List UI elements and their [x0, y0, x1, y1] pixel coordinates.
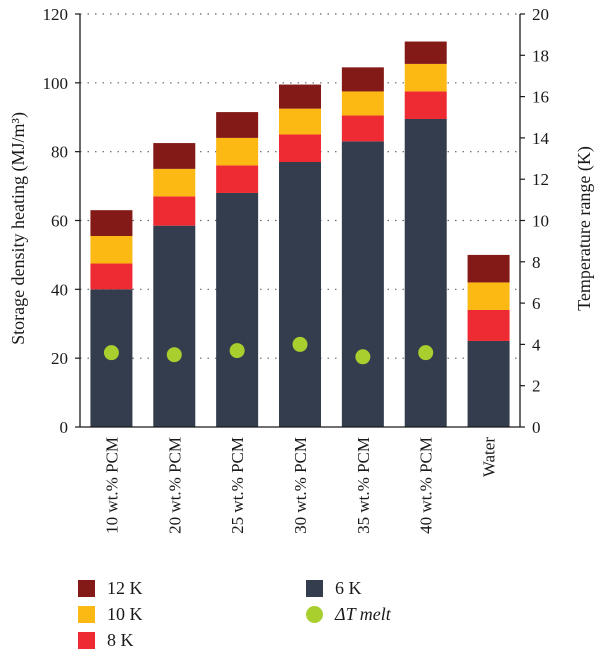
bar-segment-12k — [153, 143, 196, 169]
x-tick-label: 35 wt.% PCM — [354, 437, 373, 534]
y2-tick-label: 10 — [532, 212, 549, 231]
bar-segment-10k — [90, 235, 133, 264]
y2-axis-title: Temperature range (K) — [574, 146, 595, 311]
bar-segment-8k — [341, 115, 384, 142]
bar-segment-12k — [467, 254, 510, 283]
y-axis-ticks: 0 20 40 60 80 100 120 — [43, 5, 80, 437]
y2-tick-label: 8 — [532, 253, 541, 272]
bar-segment-12k — [216, 112, 259, 138]
x-tick-label: Water — [480, 437, 499, 477]
x-tick-label: 40 wt.% PCM — [417, 437, 436, 534]
bars — [90, 41, 510, 428]
melt-marker — [418, 345, 434, 361]
bar-segment-10k — [467, 282, 510, 310]
melt-marker — [229, 343, 245, 359]
x-tick-label: 10 wt.% PCM — [102, 437, 121, 534]
bar-segment-10k — [153, 168, 196, 197]
y-axis-title: Storage density heating (MJ/m³) — [8, 112, 29, 345]
y2-tick-label: 14 — [532, 129, 550, 148]
x-axis-ticks: 10 wt.% PCM 20 wt.% PCM 25 wt.% PCM 30 wt.%… — [102, 437, 498, 534]
y2-tick-label: 18 — [532, 46, 549, 65]
y-tick-label: 60 — [51, 212, 68, 231]
y-tick-label: 120 — [43, 5, 69, 24]
bar-segment-8k — [404, 91, 447, 119]
melt-marker — [166, 347, 182, 363]
bar-segment-10k — [341, 91, 384, 116]
x-tick-label: 25 wt.% PCM — [228, 437, 247, 534]
bar-segment-8k — [216, 165, 259, 193]
bar-segment-12k — [341, 67, 384, 92]
melt-markers — [103, 336, 434, 365]
bar-segment-6k — [404, 118, 447, 428]
y2-tick-label: 12 — [532, 170, 549, 189]
y2-tick-label: 2 — [532, 377, 541, 396]
y2-tick-label: 4 — [532, 335, 541, 354]
melt-marker — [355, 349, 371, 365]
bar-segment-8k — [153, 196, 196, 226]
melt-marker — [103, 345, 119, 361]
x-tick-label: 30 wt.% PCM — [291, 437, 310, 534]
bar-segment-8k — [90, 263, 133, 290]
bar-segment-12k — [279, 84, 321, 109]
y2-tick-label: 20 — [532, 5, 549, 24]
bar-segment-6k — [216, 192, 259, 427]
bar-segment-10k — [216, 137, 259, 166]
bar-segment-12k — [90, 210, 133, 236]
bar-segment-6k — [279, 161, 321, 427]
bar-segment-10k — [404, 63, 447, 92]
y-tick-label: 40 — [51, 280, 68, 299]
bar-segment-6k — [153, 225, 196, 427]
bar-segment-6k — [341, 141, 384, 427]
y-tick-label: 80 — [51, 143, 68, 162]
bar-segment-8k — [467, 309, 510, 341]
bar-segment-10k — [279, 108, 321, 135]
y2-tick-label: 16 — [532, 88, 549, 107]
x-tick-label: 20 wt.% PCM — [165, 437, 184, 534]
bar-segment-8k — [279, 134, 321, 162]
bar-segment-12k — [404, 41, 447, 64]
y-tick-label: 0 — [60, 418, 69, 437]
y2-tick-label: 0 — [532, 418, 541, 437]
melt-marker — [292, 336, 308, 352]
y2-tick-label: 6 — [532, 294, 541, 313]
y-tick-label: 100 — [43, 74, 69, 93]
bar-segment-6k — [467, 340, 510, 427]
y-tick-label: 20 — [51, 349, 68, 368]
y2-axis-ticks: 0 2 4 6 8 10 12 14 16 18 20 — [520, 5, 550, 437]
